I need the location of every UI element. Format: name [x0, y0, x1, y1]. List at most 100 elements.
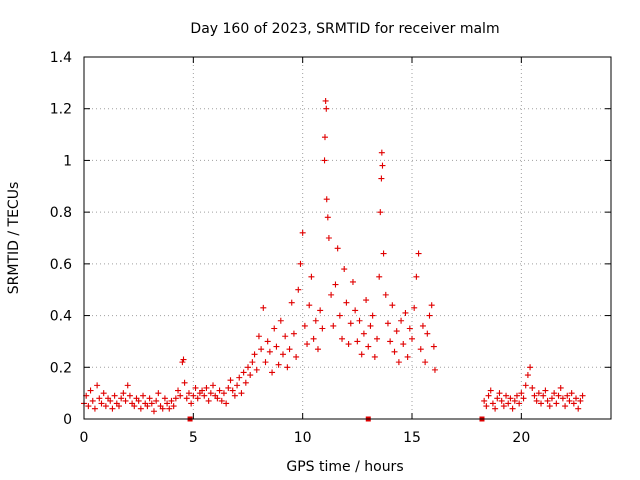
data-point — [328, 291, 335, 298]
data-point — [277, 317, 284, 324]
data-point — [273, 343, 280, 350]
data-point — [529, 384, 536, 391]
data-point — [424, 330, 431, 337]
data-point — [325, 235, 332, 241]
data-point — [377, 209, 384, 216]
data-point — [548, 395, 555, 402]
data-point — [356, 317, 363, 324]
data-point — [564, 392, 571, 399]
data-point — [201, 392, 208, 399]
data-point — [220, 390, 227, 397]
data-point — [144, 403, 151, 410]
chart-title: Day 160 of 2023, SRMTID for receiver mal… — [190, 21, 499, 37]
data-point — [516, 400, 523, 407]
data-point — [345, 341, 352, 348]
data-point — [369, 312, 376, 319]
plot-area — [81, 97, 586, 422]
data-point — [406, 325, 413, 332]
data-point — [409, 335, 416, 342]
data-point — [535, 390, 542, 397]
data-point — [205, 397, 212, 404]
x-tick-label: 15 — [403, 430, 421, 446]
data-point — [317, 307, 324, 314]
data-point — [120, 390, 127, 397]
data-point — [304, 341, 311, 348]
data-point — [98, 400, 105, 407]
data-point — [347, 320, 354, 327]
data-point — [266, 348, 273, 355]
data-point — [102, 403, 109, 410]
data-point — [301, 322, 308, 329]
x-tick-label: 10 — [294, 430, 312, 446]
data-point — [236, 374, 243, 381]
data-point — [293, 353, 300, 360]
data-point — [148, 400, 155, 407]
data-point — [483, 403, 490, 410]
data-point — [505, 400, 512, 407]
data-point — [255, 333, 262, 340]
data-point — [323, 105, 330, 112]
y-tick-label: 1 — [63, 153, 72, 169]
data-point — [533, 397, 540, 404]
data-point — [494, 395, 501, 402]
data-point — [179, 359, 186, 366]
data-point — [269, 369, 276, 376]
data-point — [336, 312, 343, 319]
data-point — [137, 405, 144, 412]
data-point — [360, 330, 367, 337]
data-point — [225, 384, 232, 391]
data-point — [323, 196, 330, 203]
data-point — [363, 297, 370, 304]
data-point — [140, 392, 147, 399]
data-point — [177, 392, 184, 399]
data-point — [231, 392, 238, 399]
data-point — [247, 372, 254, 379]
data-point — [507, 395, 514, 402]
data-point — [223, 400, 230, 407]
data-point — [404, 353, 411, 360]
data-point — [430, 343, 437, 350]
data-point — [91, 405, 98, 412]
y-tick-label: 0.2 — [50, 360, 72, 376]
data-point — [190, 392, 197, 399]
data-point — [527, 364, 534, 371]
data-point — [234, 382, 241, 389]
y-tick-label: 1.2 — [50, 102, 72, 118]
data-point — [321, 157, 328, 164]
data-point — [218, 397, 225, 404]
data-point — [286, 346, 293, 353]
data-point — [175, 387, 182, 394]
data-point — [413, 273, 420, 280]
x-tick-label: 5 — [189, 430, 198, 446]
data-point — [513, 392, 520, 399]
data-point — [131, 403, 138, 410]
data-point — [203, 384, 210, 391]
y-axis-label: SRMTID / TECUs — [6, 182, 22, 295]
data-point — [577, 397, 584, 404]
grid-lines — [83, 56, 611, 420]
data-point — [562, 403, 569, 410]
data-point — [310, 335, 317, 342]
data-point — [288, 299, 295, 306]
data-point — [181, 379, 188, 386]
data-point — [260, 304, 267, 311]
data-point — [183, 395, 190, 402]
data-point — [354, 338, 361, 345]
data-point — [242, 379, 249, 386]
data-point — [199, 387, 206, 394]
data-point — [540, 392, 547, 399]
data-point — [551, 390, 558, 397]
data-point — [509, 405, 516, 412]
data-point — [575, 405, 582, 412]
data-point — [100, 390, 107, 397]
data-point — [319, 325, 326, 332]
data-point — [332, 281, 339, 288]
data-point — [135, 397, 142, 404]
data-point — [352, 307, 359, 314]
data-point — [299, 229, 306, 236]
data-point — [485, 392, 492, 399]
data-point — [275, 361, 282, 368]
y-tick-label: 0 — [63, 412, 72, 428]
data-point — [251, 351, 258, 358]
